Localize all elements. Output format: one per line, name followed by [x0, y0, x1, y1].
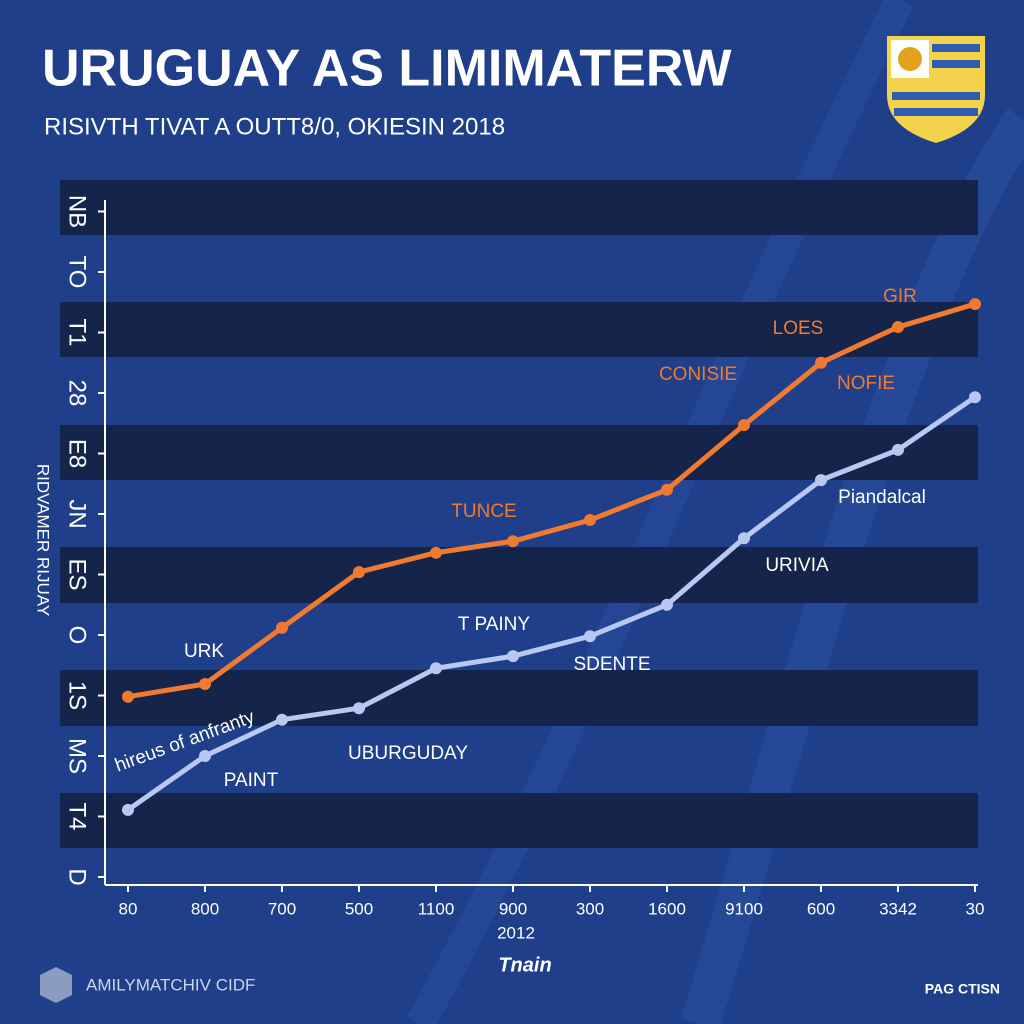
point — [892, 443, 904, 456]
point — [276, 621, 288, 634]
x-tick-label: 600 — [807, 899, 835, 918]
point — [199, 750, 211, 762]
point — [738, 532, 750, 545]
point — [430, 546, 442, 559]
series-line — [127, 301, 976, 700]
y-tick-label: 28 — [64, 380, 91, 407]
point — [969, 298, 981, 311]
x-tick-label: 800 — [191, 899, 219, 918]
y-tick-label: T4 — [64, 802, 91, 830]
bands — [60, 180, 978, 848]
decor — [406, 0, 914, 1024]
annotation: URIVIA — [765, 555, 829, 576]
series-line — [126, 395, 977, 812]
x-tick-label: 80 — [119, 899, 138, 918]
y-tick-label: E8 — [64, 439, 91, 468]
annotation: TUNCE — [451, 501, 516, 522]
footer: AMILYMATCHIV CIDF — [86, 975, 255, 994]
annotation: CONISIE — [659, 364, 737, 385]
x-tick-label: 500 — [345, 899, 373, 918]
point — [584, 514, 596, 527]
subtitle: RISIVTH TIVAT A OUTT8/0, OKIESIN 2018 — [44, 113, 505, 140]
point — [661, 483, 673, 496]
y-tick-label: NB — [64, 195, 91, 228]
x-tick-label: 30 — [966, 899, 985, 918]
y-tick-label: TO — [64, 256, 91, 289]
badge: PAG CTISN — [925, 981, 1000, 997]
point — [276, 713, 288, 726]
y-tick-label: JN — [64, 499, 91, 528]
annotation: URK — [184, 641, 224, 662]
x-tick-label: 900 — [499, 899, 527, 918]
annotation: UBURGUDAY — [348, 743, 468, 764]
x-tick-label: 9100 — [725, 899, 763, 918]
point — [584, 630, 596, 643]
y-tick-label: D — [64, 868, 91, 885]
point — [661, 598, 673, 611]
annotation: Pіandalcal — [838, 487, 926, 508]
annotation: PAINT — [224, 770, 279, 791]
point — [815, 474, 827, 487]
annotation: SDENTE — [573, 654, 650, 675]
x-tick-label: 300 — [576, 899, 604, 918]
y-tick-label: ES — [64, 558, 91, 590]
x-tick-label: 3342 — [879, 899, 917, 918]
point — [122, 803, 134, 816]
y-axis-label: RIDVAMER RIJUAY — [34, 464, 53, 616]
y-tick-label: O — [64, 626, 91, 645]
annotation: T PAINY — [458, 614, 530, 635]
y-tick-label: MS — [64, 738, 91, 774]
annotation: LOES — [773, 318, 824, 339]
flag-shield — [887, 36, 985, 143]
point — [969, 391, 981, 404]
point — [199, 678, 211, 691]
x-tick-label: 1100 — [418, 899, 455, 918]
x-tick-label: 1600 — [648, 899, 686, 918]
x-axis-label: Tnain — [498, 954, 551, 976]
title: URUGUAY AS LIMIMATERW — [42, 40, 732, 98]
annotation: NOFIE — [837, 373, 895, 394]
x-sublabel: 2012 — [497, 923, 535, 942]
x-tick-label: 700 — [268, 899, 296, 918]
point — [507, 535, 519, 548]
logo — [40, 967, 72, 1003]
point — [353, 566, 365, 579]
point — [738, 419, 750, 432]
annotation: GIR — [883, 286, 917, 307]
point — [430, 662, 442, 675]
point — [122, 690, 134, 703]
point — [353, 702, 365, 715]
point — [815, 356, 827, 369]
point — [507, 650, 519, 663]
point — [892, 321, 904, 334]
y-tick-label: 1S — [64, 681, 91, 710]
y-tick-label: T1 — [64, 318, 91, 346]
